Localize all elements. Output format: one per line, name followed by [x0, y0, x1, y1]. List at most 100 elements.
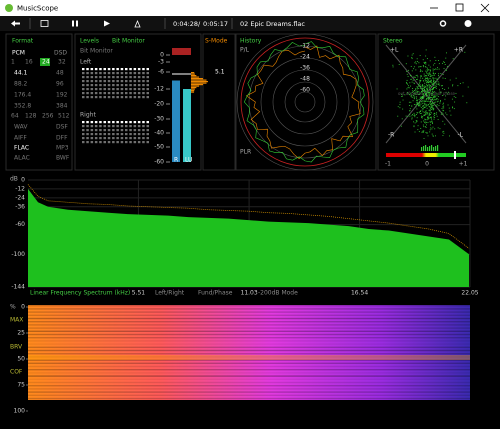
stereo-dot	[422, 66, 424, 68]
stereo-dot	[430, 104, 432, 106]
stereo-dot	[425, 112, 427, 114]
stereo-dot	[433, 69, 435, 71]
stereo-dot	[411, 97, 413, 98]
stereo-dot	[418, 66, 420, 68]
format-item: 192	[56, 92, 68, 99]
stereo-dot	[436, 105, 438, 107]
stereo-dot	[412, 79, 414, 81]
stereo-dot	[428, 94, 430, 96]
stereo-dot	[444, 88, 446, 90]
stereo-dot	[424, 122, 426, 124]
stereo-dot	[432, 75, 434, 77]
stereo-dot	[437, 84, 439, 86]
loudness-hist	[191, 87, 197, 89]
bit-cell	[94, 68, 98, 71]
stereo-dot	[421, 70, 423, 72]
bit-cell	[82, 137, 85, 140]
stereo-dot	[432, 77, 434, 79]
bit-cell	[129, 68, 132, 71]
stereo-dot	[429, 70, 431, 72]
bit-cell	[103, 88, 106, 91]
bit-cell	[90, 133, 94, 136]
stereo-note: out of phase	[398, 91, 424, 96]
bit-cell	[129, 133, 132, 136]
spectrogram-band	[28, 311, 470, 313]
stereo-corner: -R	[388, 132, 394, 139]
stereo-dot	[430, 117, 432, 119]
stereo-dot	[419, 104, 421, 106]
stereo-dot	[434, 102, 436, 104]
stereo-dot	[421, 101, 423, 103]
bit-cell	[120, 129, 124, 132]
bit-cell	[82, 72, 85, 75]
stereo-dot	[446, 93, 448, 95]
stereo-dot	[426, 69, 428, 71]
format-highlight	[40, 58, 50, 66]
bit-cell	[99, 84, 102, 87]
stereo-dot	[431, 102, 433, 104]
loudness-hist	[191, 84, 203, 86]
bit-cell	[125, 80, 128, 83]
stereo-dot	[429, 81, 431, 83]
spectrogram-band	[28, 337, 470, 339]
stereo-dot	[416, 121, 418, 123]
stereo-dot	[438, 75, 439, 76]
stereo-dot	[418, 91, 420, 93]
stereo-dot	[425, 70, 427, 72]
window-controls[interactable]	[430, 3, 490, 13]
spectrogram-band	[28, 317, 470, 320]
bit-cell	[120, 88, 124, 91]
stereo-dot	[416, 93, 418, 95]
window-title: MusicScope	[17, 5, 58, 13]
stereo-dot	[442, 77, 444, 79]
spectrogram	[28, 305, 470, 400]
bit-cell	[103, 72, 106, 75]
stereo-dot	[433, 77, 435, 79]
bit-cell	[129, 96, 132, 99]
stereo-dot	[433, 99, 435, 101]
stereo-dot	[433, 103, 435, 105]
spectrum-label: Fund/Phase	[198, 290, 233, 297]
loudness-hist	[191, 90, 195, 92]
stereo-dot	[420, 79, 422, 81]
history-trace	[245, 45, 361, 159]
stereo-dot	[439, 89, 440, 91]
bit-cell	[129, 141, 132, 144]
bit-cell	[116, 137, 119, 140]
stereo-dot	[442, 113, 444, 115]
ring-label: -24	[300, 54, 310, 61]
stereo-dot	[431, 82, 433, 84]
stereo-dot	[429, 66, 431, 68]
stereo-dot	[423, 93, 425, 95]
stereo-dot	[428, 75, 430, 76]
stereo-dot	[433, 80, 435, 82]
meter-tick-label: 0	[160, 52, 164, 59]
stereo-hist	[421, 147, 423, 151]
stereo-dot	[411, 70, 413, 72]
stereo-dot	[426, 82, 428, 83]
stereo-dot	[417, 129, 419, 131]
stereo-dot	[431, 104, 433, 106]
stereo-dot	[415, 69, 417, 71]
y-tick-label: 25	[17, 330, 25, 337]
stereo-dot	[433, 96, 435, 97]
bit-cell	[146, 137, 149, 140]
stereo-dot	[416, 103, 418, 105]
y-tick-label: -144	[11, 284, 25, 291]
toolbar-buttons[interactable]	[11, 19, 472, 28]
stereo-dot	[451, 98, 453, 100]
stereo-dot	[413, 97, 415, 99]
bit-cell	[112, 84, 115, 87]
stereo-dot	[436, 83, 438, 85]
stereo-dot	[400, 125, 402, 127]
spectrogram-band	[28, 314, 470, 316]
stereo-dot	[407, 87, 409, 89]
bit-cell	[125, 129, 128, 132]
bit-cell	[112, 125, 115, 128]
stereo-dot	[432, 106, 434, 108]
stereo-dot	[397, 106, 399, 108]
stereo-dot	[427, 97, 429, 99]
stereo-corner: -L	[457, 132, 463, 139]
levels-subtitle: Bit Monitor	[80, 48, 113, 55]
format-item: 512	[58, 113, 70, 120]
